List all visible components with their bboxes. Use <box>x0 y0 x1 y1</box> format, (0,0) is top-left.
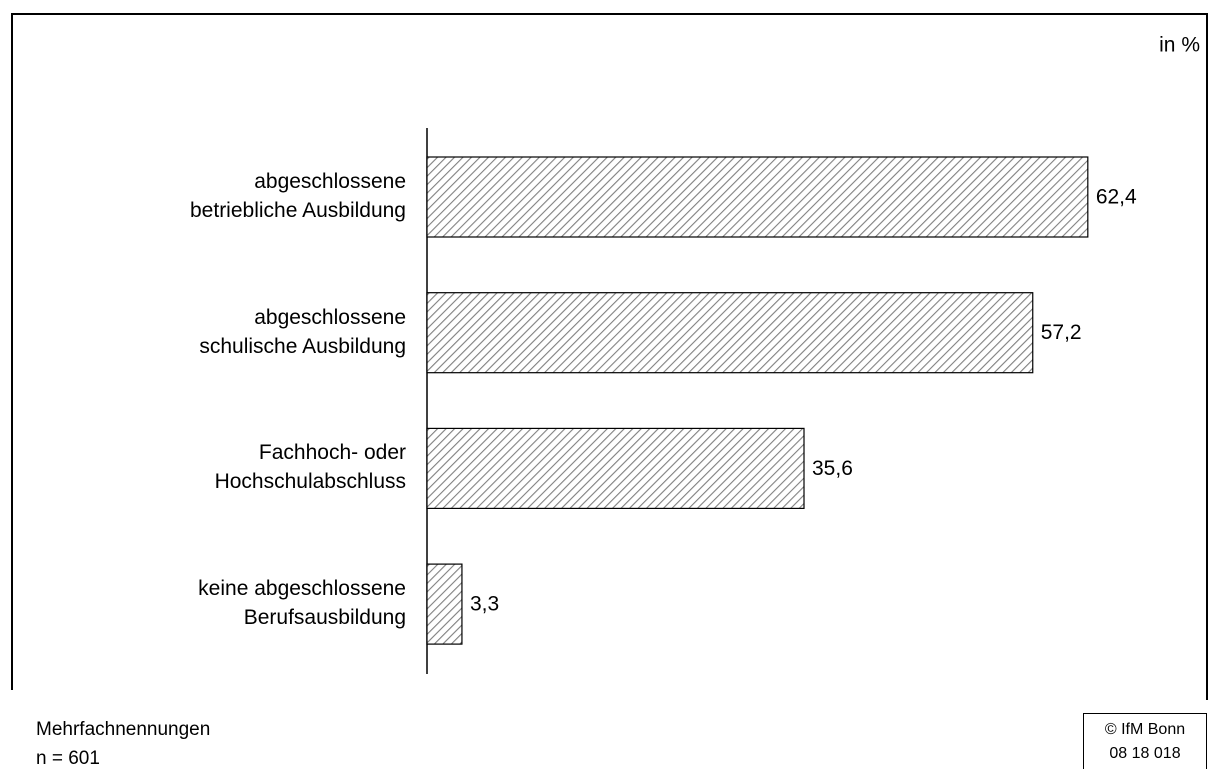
value-label: 3,3 <box>470 593 499 616</box>
category-label: abgeschlossene betriebliche Ausbildung <box>190 170 406 222</box>
value-label: 62,4 <box>1096 186 1137 209</box>
bar <box>426 427 805 509</box>
unit-label: in % <box>1159 34 1200 57</box>
note: n = 601 <box>36 748 100 769</box>
category-label: keine abgeschlossene Berufsausbildung <box>198 577 406 630</box>
source-line: 08 18 018 <box>1109 745 1181 762</box>
bar <box>426 292 1034 374</box>
category-label: Fachhoch- oder Hochschulabschluss <box>214 441 406 494</box>
bar <box>426 156 1089 238</box>
source-box: © IfM Bonn 08 18 018 <box>1083 713 1207 769</box>
source-line: © IfM Bonn <box>1104 721 1186 738</box>
value-label: 35,6 <box>812 457 853 480</box>
bar <box>426 563 463 645</box>
note: Mehrfachnennungen <box>36 719 211 740</box>
frame <box>11 13 1208 700</box>
value-label: 57,2 <box>1041 321 1082 344</box>
category-label: abgeschlossene schulische Ausbildung <box>199 305 406 358</box>
